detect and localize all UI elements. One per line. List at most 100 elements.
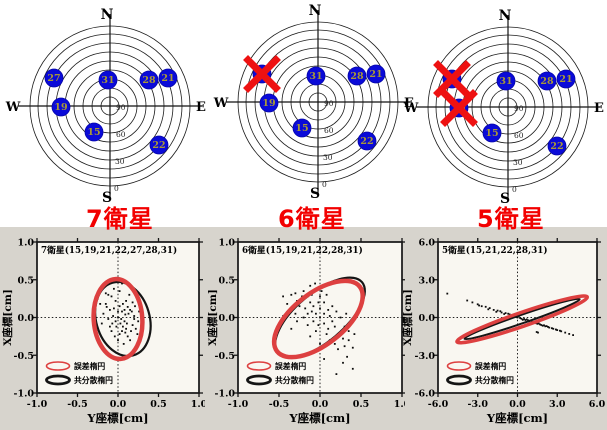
svg-text:60: 60 bbox=[116, 130, 126, 139]
x-tick-label: -0.5 bbox=[67, 399, 87, 410]
x-tick-label: 0.5 bbox=[353, 399, 370, 410]
skyplot-7-satellites: N S W E 90 60 30 0 27 31 28 21 19 15 22 bbox=[5, 3, 215, 209]
y-tick-label: -3.0 bbox=[415, 351, 436, 362]
y-tick-label: 0.0 bbox=[418, 313, 435, 324]
y-tick-label: 3.0 bbox=[418, 275, 435, 286]
satellite-31: 31 bbox=[496, 71, 516, 91]
svg-text:31: 31 bbox=[309, 71, 322, 82]
y-tick-label: 6.0 bbox=[418, 238, 435, 249]
error-ellipse bbox=[91, 276, 145, 362]
x-tick-label: 0.0 bbox=[110, 399, 127, 410]
y-tick-label: 0.0 bbox=[17, 313, 34, 324]
scatter-chart-7-satellites: -1.0 -0.5 0.0 0.5 1.0 1.0 0.5 0.0 -0.5 -1.0 7衛星(15… bbox=[0, 228, 208, 430]
svg-text:21: 21 bbox=[161, 73, 174, 84]
legend-error-ellipse-icon bbox=[246, 361, 272, 371]
satellite-28: 28 bbox=[347, 66, 367, 86]
svg-text:31: 31 bbox=[101, 75, 114, 86]
svg-text:30: 30 bbox=[115, 157, 125, 166]
satellite-21: 21 bbox=[158, 68, 178, 88]
satellite-15: 15 bbox=[482, 123, 502, 143]
satellite-21: 21 bbox=[366, 64, 386, 84]
satellite-31: 31 bbox=[306, 66, 326, 86]
compass-axes bbox=[416, 15, 600, 199]
satellite-22: 22 bbox=[357, 131, 377, 151]
compass-n-label: N bbox=[309, 3, 322, 19]
svg-text:0: 0 bbox=[322, 180, 327, 189]
axis-ticks bbox=[33, 238, 203, 397]
satellite-count-label-5: 5衛星 bbox=[477, 205, 545, 233]
covariance-ellipse bbox=[463, 297, 581, 341]
x-tick-label: 1.0 bbox=[191, 399, 205, 410]
axis-ticks bbox=[434, 238, 601, 397]
satellite-31: 31 bbox=[98, 70, 118, 90]
y-tick-label: 0.5 bbox=[218, 275, 235, 286]
svg-text:19: 19 bbox=[262, 98, 276, 109]
x-tick-label: -3.0 bbox=[468, 399, 489, 410]
svg-text:0: 0 bbox=[512, 185, 517, 194]
svg-text:19: 19 bbox=[54, 102, 68, 113]
scatter-chart-6-satellites: -1.0 -0.5 0.0 0.5 1.0 1.0 0.5 0.0 -0.5 -1.0 6衛星(15… bbox=[205, 228, 411, 430]
covariance-ellipse bbox=[94, 280, 152, 358]
y-tick-label: -0.5 bbox=[215, 351, 235, 362]
svg-text:28: 28 bbox=[350, 71, 364, 82]
compass-s-label: S bbox=[102, 190, 112, 206]
satellite-28: 28 bbox=[139, 70, 159, 90]
error-ellipse bbox=[271, 278, 365, 360]
compass-n-label: N bbox=[499, 8, 512, 24]
satellite-count-label-6: 6衛星 bbox=[278, 205, 346, 233]
legend-covariance-ellipse-icon bbox=[246, 374, 272, 386]
y-tick-label: 0.5 bbox=[17, 275, 34, 286]
svg-text:28: 28 bbox=[142, 75, 156, 86]
x-tick-label: 0.5 bbox=[150, 399, 167, 410]
svg-text:15: 15 bbox=[87, 127, 100, 138]
compass-axes bbox=[226, 10, 410, 194]
legend-label: 誤差楕円 bbox=[74, 361, 105, 371]
elevation-ring-labels: 90 60 30 0 bbox=[512, 104, 524, 194]
x-tick-label: 1.0 bbox=[394, 399, 405, 410]
legend-covariance-ellipse-icon bbox=[446, 374, 472, 386]
compass-w-label: W bbox=[213, 96, 229, 111]
chart-title: 7衛星(15,19,21,22,27,28,31) bbox=[41, 244, 177, 256]
y-tick-label: 1.0 bbox=[17, 238, 34, 249]
x-tick-label: 0.0 bbox=[509, 399, 526, 410]
chart-title: 5衛星(15,21,22,28,31) bbox=[442, 244, 548, 256]
compass-axes bbox=[18, 14, 202, 198]
svg-text:90: 90 bbox=[116, 103, 126, 112]
legend-error-ellipse-icon bbox=[45, 361, 71, 371]
svg-text:22: 22 bbox=[360, 136, 373, 147]
scatter-points bbox=[96, 277, 144, 345]
chart-title: 6衛星(15,19,21,22,28,31) bbox=[242, 244, 363, 256]
y-axis-label: X座標[cm] bbox=[1, 289, 14, 346]
satellite-21: 21 bbox=[556, 69, 576, 89]
svg-text:22: 22 bbox=[152, 140, 165, 151]
legend-label: 共分散楕円 bbox=[74, 375, 113, 385]
compass-e-label: E bbox=[594, 101, 604, 116]
scatter-svg: -1.0 -0.5 0.0 0.5 1.0 1.0 0.5 0.0 -0.5 -1.0 7衛星(15… bbox=[1, 238, 208, 426]
y-axis-label: X座標[cm] bbox=[401, 289, 414, 346]
axis-ticks bbox=[234, 238, 406, 397]
legend-error-ellipse-icon bbox=[446, 361, 472, 371]
svg-text:30: 30 bbox=[323, 153, 333, 162]
svg-text:21: 21 bbox=[559, 74, 572, 85]
excluded-x-icon bbox=[243, 55, 281, 93]
svg-text:15: 15 bbox=[295, 123, 308, 134]
x-tick-label: 6.0 bbox=[589, 399, 606, 410]
x-axis-label: Y座標[cm] bbox=[86, 411, 148, 425]
compass-e-label: E bbox=[196, 100, 206, 115]
satellite-15: 15 bbox=[292, 118, 312, 138]
legend-label: 誤差楕円 bbox=[275, 361, 306, 371]
svg-text:21: 21 bbox=[369, 69, 382, 80]
satellite-22: 22 bbox=[547, 136, 567, 156]
svg-text:0: 0 bbox=[114, 184, 119, 193]
x-tick-label: -1.0 bbox=[27, 399, 48, 410]
compass-s-label: S bbox=[310, 186, 320, 202]
satellite-28: 28 bbox=[537, 71, 557, 91]
elevation-ring-labels: 90 60 30 0 bbox=[114, 103, 126, 193]
compass-w-label: W bbox=[403, 101, 419, 116]
svg-text:15: 15 bbox=[485, 128, 498, 139]
